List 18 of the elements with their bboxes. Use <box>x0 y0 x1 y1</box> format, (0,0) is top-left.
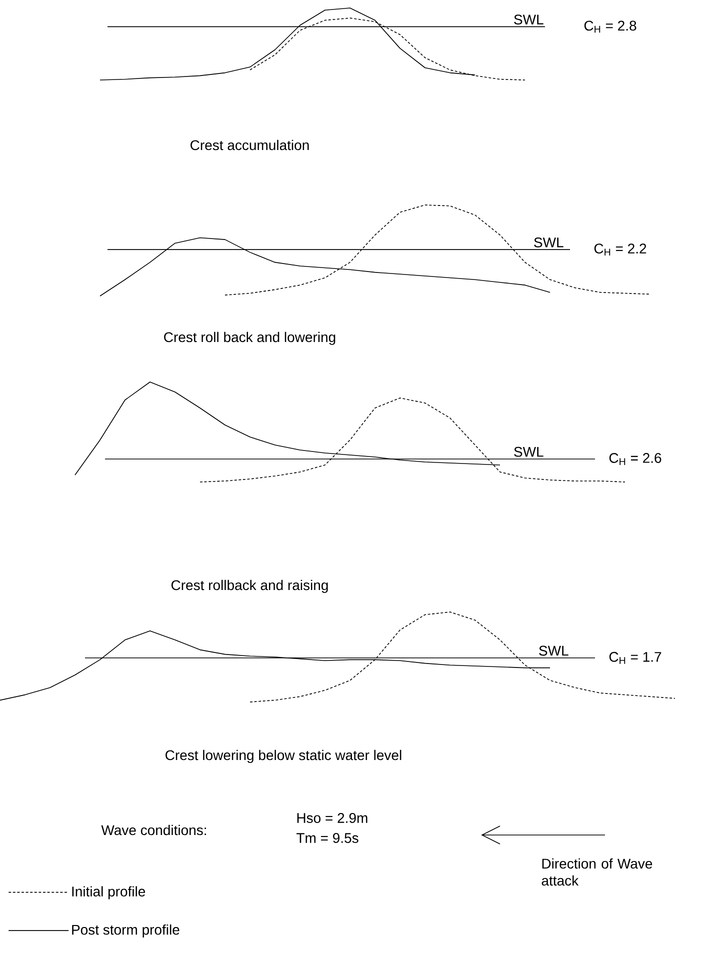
x-axis-title: Crest rollback and raising <box>171 580 328 593</box>
legend-label: Post storm profile <box>72 924 180 938</box>
ref-line-label: SWL <box>539 646 568 656</box>
annotation: C$_{H}$ = 2.2 <box>594 244 646 256</box>
text: Direction of Wave attack <box>542 858 652 886</box>
annotation: C$_{H}$ = 2.6 <box>609 453 662 465</box>
x-axis-title: Crest lowering below static water level <box>166 750 402 763</box>
text: Hso = 2.9m <box>297 813 368 823</box>
x-axis-title: Crest accumulation <box>190 140 309 150</box>
ref-line-label: SWL <box>534 237 564 248</box>
ref-line-label: SWL <box>514 14 544 25</box>
legend-label: Initial profile <box>72 886 146 900</box>
text: Tm = 9.5s <box>296 833 358 843</box>
annotation: C$_{H}$ = 1.7 <box>609 652 662 664</box>
x-axis-title: Crest roll back and lowering <box>164 332 336 345</box>
text: Wave conditions: <box>101 824 206 836</box>
ref-line-label: SWL <box>514 446 544 457</box>
annotation: C$_{H}$ = 2.8 <box>584 20 636 33</box>
